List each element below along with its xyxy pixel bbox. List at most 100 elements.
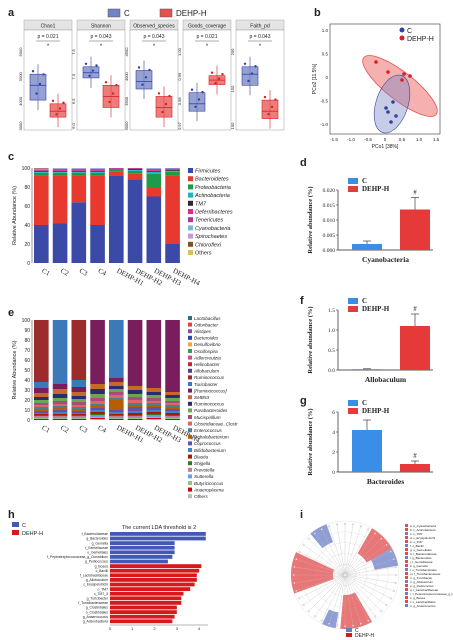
lda-bar	[110, 555, 173, 559]
clade-branch	[314, 533, 346, 576]
legend-label-dehp: DEHP-H	[362, 185, 390, 193]
stack-segment	[71, 399, 87, 402]
significance-mark: #	[413, 189, 417, 197]
box-c-point	[190, 88, 194, 91]
stack-segment	[165, 418, 180, 419]
stack-segment	[146, 168, 162, 170]
stack-segment	[109, 378, 124, 382]
legend-label-c: C	[362, 399, 367, 407]
x-tick-label: 3	[176, 626, 179, 631]
legend-label: Anaeroplasma	[193, 487, 224, 492]
stack-segment	[127, 407, 143, 411]
stack-segment	[146, 418, 162, 419]
stack-segment	[127, 400, 143, 403]
clade-branch	[344, 524, 354, 576]
key-label: o: g_Allobaculum	[410, 580, 434, 584]
stack-segment	[71, 402, 87, 405]
y-axis-label: Relative abundance (%)	[307, 408, 314, 475]
legend-swatch	[188, 241, 193, 247]
stack-segment	[52, 175, 68, 224]
legend-swatch-c	[107, 8, 121, 18]
key-swatch	[405, 532, 408, 535]
stack-segment	[71, 172, 87, 176]
key-label: d: c_Erysipelotrichi	[410, 536, 436, 540]
y-axis-label: PCo2 [11.5%]	[312, 63, 318, 94]
legend-swatch	[188, 474, 192, 479]
lda-bar	[110, 532, 206, 536]
stack-segment	[165, 169, 180, 171]
clade-branch	[294, 566, 346, 576]
y-tick-label: 5000	[18, 71, 23, 81]
box-c-point	[31, 70, 35, 73]
stack-segment	[34, 400, 49, 403]
point-c	[394, 114, 398, 118]
stack-segment	[146, 401, 162, 403]
stack-segment	[127, 170, 143, 174]
stack-segment	[71, 380, 87, 387]
legend-label: Sutterella	[194, 474, 214, 479]
stack-segment	[127, 397, 143, 400]
y-tick-label: 60	[24, 204, 30, 210]
key-swatch	[405, 568, 408, 571]
lda-bar	[110, 559, 168, 564]
legend-label: Mucispirillum	[194, 415, 221, 420]
stack-segment	[165, 409, 180, 411]
stack-segment	[127, 416, 143, 417]
clade-branch	[344, 574, 396, 584]
y-tick-label: 0.020	[323, 188, 336, 194]
clade-branch	[308, 574, 346, 612]
legend-swatch	[188, 382, 192, 386]
facet-p-value: p = 0.043	[91, 34, 112, 40]
lda-bar	[110, 550, 175, 555]
clade-node	[328, 525, 331, 528]
panel-letter-f: f	[300, 295, 304, 307]
stack-segment	[34, 172, 49, 176]
legend-swatch	[188, 401, 192, 406]
stack-segment	[52, 320, 68, 384]
stack-segment	[165, 401, 180, 403]
y-tick-label: 10	[24, 408, 30, 414]
stack-segment	[52, 172, 68, 176]
panel-letter-g: g	[300, 395, 307, 407]
stack-segment	[34, 388, 49, 393]
key-swatch	[405, 536, 408, 539]
stack-segment	[109, 412, 124, 414]
stack-segment	[71, 419, 87, 420]
legend-label: Alistipes	[193, 329, 212, 334]
x-tick-label: 0	[384, 137, 387, 142]
stack-segment	[165, 244, 180, 263]
stack-segment	[90, 171, 105, 173]
legend-swatch-dehp	[348, 408, 358, 414]
stack-segment	[52, 389, 68, 394]
legend-label-c: C	[124, 9, 130, 18]
clade-node	[344, 625, 347, 628]
legend-label: Firmicutes	[195, 169, 221, 175]
x-tick-label: -1.5	[330, 137, 338, 142]
box-dehp-box	[49, 103, 67, 118]
significance-mark: #	[413, 305, 417, 313]
stack-segment	[34, 393, 49, 397]
box-c-box	[188, 92, 206, 112]
stack-segment	[109, 418, 124, 419]
stack-segment	[34, 416, 49, 417]
legend-label: Parabacteroides	[194, 408, 228, 413]
lda-bar	[110, 568, 200, 573]
clade-node	[392, 589, 395, 592]
stack-segment	[146, 407, 162, 410]
legend-swatch	[188, 368, 192, 373]
clade-branch	[344, 566, 396, 576]
x-tick-label: C3	[78, 424, 89, 435]
lda-bar-label: f_Gemellaceae	[85, 546, 108, 550]
stack-segment	[146, 171, 162, 174]
legend-label: Bacteroidetes	[195, 177, 229, 183]
legend-label: Chloroflexi	[195, 242, 222, 248]
clade-branch	[344, 574, 387, 606]
box-dehp-point	[270, 105, 274, 109]
legend-label: Butyricicoccus	[194, 481, 224, 486]
legend-label-c: C	[407, 28, 412, 35]
y-tick-label: 0.5	[322, 52, 329, 57]
key-swatch	[405, 596, 408, 599]
x-tick-label: 1.5	[433, 137, 440, 142]
legend-label-dehp: DEHP-H	[362, 407, 390, 415]
